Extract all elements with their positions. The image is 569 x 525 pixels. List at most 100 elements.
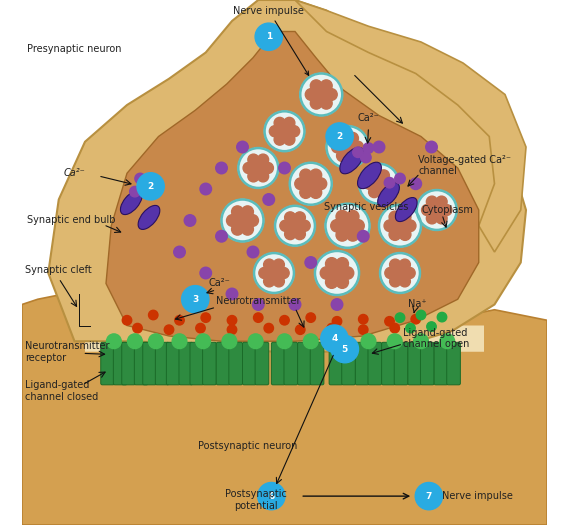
FancyBboxPatch shape <box>271 342 285 385</box>
Text: Neurotransmitter
receptor: Neurotransmitter receptor <box>24 341 109 363</box>
Circle shape <box>232 223 244 235</box>
Circle shape <box>254 313 263 322</box>
Circle shape <box>411 314 420 324</box>
Circle shape <box>295 178 307 190</box>
Circle shape <box>243 162 254 174</box>
Circle shape <box>226 288 238 300</box>
Ellipse shape <box>378 183 399 207</box>
Circle shape <box>321 325 348 352</box>
Circle shape <box>378 170 389 181</box>
Circle shape <box>137 173 164 200</box>
FancyBboxPatch shape <box>203 342 216 385</box>
Circle shape <box>237 141 248 153</box>
FancyBboxPatch shape <box>101 342 114 385</box>
Circle shape <box>315 178 327 190</box>
Circle shape <box>264 323 274 333</box>
Circle shape <box>300 74 342 116</box>
Circle shape <box>122 316 132 325</box>
Circle shape <box>248 334 263 349</box>
Circle shape <box>277 334 292 349</box>
Circle shape <box>332 141 343 153</box>
Circle shape <box>315 251 359 295</box>
Circle shape <box>385 317 394 326</box>
Circle shape <box>410 178 422 190</box>
Polygon shape <box>48 0 526 352</box>
Text: Nerve impulse: Nerve impulse <box>442 491 513 501</box>
Circle shape <box>363 143 374 153</box>
Circle shape <box>222 334 237 349</box>
FancyBboxPatch shape <box>408 342 422 385</box>
Circle shape <box>284 118 295 129</box>
Circle shape <box>174 246 185 258</box>
Circle shape <box>294 212 306 223</box>
Circle shape <box>336 276 348 288</box>
Circle shape <box>325 258 338 270</box>
Polygon shape <box>295 0 526 252</box>
Ellipse shape <box>340 148 364 174</box>
Circle shape <box>273 276 284 287</box>
FancyBboxPatch shape <box>134 342 148 385</box>
Circle shape <box>127 334 142 349</box>
Circle shape <box>130 186 140 197</box>
Circle shape <box>216 230 227 242</box>
Circle shape <box>257 154 269 165</box>
FancyBboxPatch shape <box>155 342 169 385</box>
Circle shape <box>379 205 421 247</box>
Circle shape <box>336 229 348 241</box>
FancyBboxPatch shape <box>368 342 382 385</box>
Circle shape <box>289 299 301 310</box>
Text: Ca²⁻: Ca²⁻ <box>64 168 86 178</box>
Circle shape <box>404 220 416 232</box>
Text: 5: 5 <box>342 344 348 354</box>
FancyBboxPatch shape <box>143 342 156 385</box>
Circle shape <box>437 312 447 322</box>
Circle shape <box>306 89 317 100</box>
Circle shape <box>288 125 300 137</box>
Circle shape <box>279 125 290 137</box>
Circle shape <box>135 173 145 184</box>
Circle shape <box>337 150 348 162</box>
Text: Ca²⁻: Ca²⁻ <box>208 278 230 288</box>
Text: Synaptic end bulb: Synaptic end bulb <box>27 215 116 225</box>
Polygon shape <box>85 294 484 352</box>
Circle shape <box>310 169 321 181</box>
Circle shape <box>280 316 289 325</box>
FancyBboxPatch shape <box>420 342 434 385</box>
Text: 2: 2 <box>147 182 154 191</box>
Circle shape <box>310 97 322 109</box>
Circle shape <box>395 173 405 184</box>
Circle shape <box>436 213 447 224</box>
Circle shape <box>399 276 410 287</box>
FancyBboxPatch shape <box>242 342 256 385</box>
Circle shape <box>263 194 274 205</box>
Circle shape <box>331 267 343 279</box>
FancyBboxPatch shape <box>284 342 298 385</box>
Circle shape <box>341 219 354 232</box>
Circle shape <box>353 147 363 157</box>
Circle shape <box>369 186 380 197</box>
Circle shape <box>399 211 411 223</box>
Circle shape <box>133 323 142 333</box>
Circle shape <box>284 212 296 223</box>
Circle shape <box>320 97 332 109</box>
Circle shape <box>394 220 406 232</box>
Circle shape <box>263 259 275 270</box>
Circle shape <box>290 220 300 232</box>
FancyBboxPatch shape <box>310 342 324 385</box>
Circle shape <box>436 196 447 207</box>
Circle shape <box>352 219 364 232</box>
Text: Ca²⁻: Ca²⁻ <box>358 113 380 123</box>
Circle shape <box>275 206 315 246</box>
Circle shape <box>384 220 396 232</box>
Circle shape <box>357 230 369 242</box>
Circle shape <box>399 228 411 240</box>
Circle shape <box>262 162 274 174</box>
Circle shape <box>196 323 205 333</box>
Circle shape <box>306 313 315 322</box>
Circle shape <box>106 334 121 349</box>
FancyBboxPatch shape <box>122 342 135 385</box>
Circle shape <box>358 314 368 324</box>
Ellipse shape <box>395 197 417 222</box>
Circle shape <box>335 334 349 349</box>
Circle shape <box>380 253 420 293</box>
